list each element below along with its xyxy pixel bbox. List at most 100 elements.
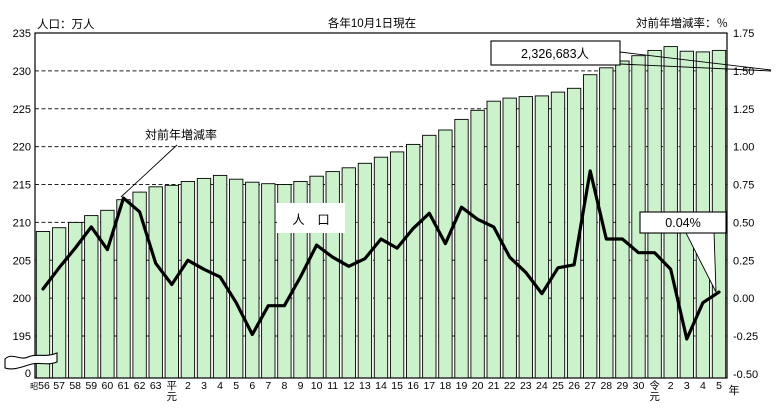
x-tick-label: 15: [391, 380, 403, 392]
x-tick-label: 13: [359, 380, 371, 392]
population-bar: [470, 109, 485, 379]
x-tick-label: 5: [233, 380, 239, 392]
x-tick-label: 21: [488, 380, 500, 392]
left-tick-label: 215: [13, 180, 31, 192]
zero-tick-label: 0: [25, 368, 31, 380]
x-tick-label: 24: [536, 380, 548, 392]
left-tick-label: 225: [13, 104, 31, 116]
population-bar: [550, 91, 566, 379]
population-callout-box: [490, 40, 621, 66]
left-tick-label: 195: [13, 331, 31, 343]
right-tick-label: 0.75: [733, 180, 754, 192]
left-tick-label: 220: [13, 142, 31, 154]
x-tick-label: 27: [584, 380, 596, 392]
right-tick-label: 0.25: [733, 255, 754, 267]
x-axis-labels: 昭56 57 58 59 60 61 62 63 平元2 3 4 5 6 7 8 9 10 11 12 13 14 15 1…: [30, 379, 722, 403]
x-tick-label: 57: [53, 380, 65, 392]
x-tick-label: 8: [281, 380, 287, 392]
x-tick-label: 20: [472, 380, 484, 392]
plot-frame: [34, 32, 728, 379]
x-tick-label: 6: [249, 380, 255, 392]
right-tick-label: -0.50: [733, 369, 758, 381]
rate-line: [41, 169, 721, 341]
rate-label-leader-line: [120, 144, 178, 198]
right-tick-label: -0.25: [733, 331, 758, 343]
x-tick-label: 令: [649, 379, 660, 392]
x-tick-label: 7: [265, 380, 271, 392]
x-tick-label: 30: [633, 380, 645, 392]
x-tick-label: 9: [298, 380, 304, 392]
x-tick-label: 平: [167, 380, 178, 392]
right-axis-labels: 1.75 1.50 1.25 1.00 0.75 0.50 0.25 0.00 -0.25 -0.…: [733, 28, 758, 381]
x-tick-label: 59: [85, 380, 97, 392]
x-tick-label: 62: [134, 380, 146, 392]
left-tick-label: 205: [13, 255, 31, 267]
x-tick-label: 14: [375, 380, 387, 392]
population-bar: [438, 129, 453, 379]
x-tick-label: 18: [440, 380, 452, 392]
x-tick-label: 2: [668, 380, 674, 392]
population-bar: [196, 177, 212, 379]
axis-break-icon: [4, 352, 58, 370]
x-tick-label: 61: [118, 380, 130, 392]
x-tick-label: 11: [327, 380, 338, 392]
population-callout-value: 2,326,683人: [521, 47, 590, 61]
population-bar: [534, 95, 550, 379]
x-tick-label: 元: [649, 391, 660, 403]
population-bar: [615, 60, 630, 379]
population-bar: [357, 162, 373, 379]
population-label: 人 口: [292, 213, 330, 227]
right-axis-title: 対前年増減率：％: [636, 16, 728, 30]
rate-callout-box: [639, 211, 727, 234]
x-tick-label: 10: [311, 380, 323, 392]
x-tick-label: 昭56: [30, 380, 50, 392]
rate-line-annotation: 対前年増減率: [145, 127, 217, 142]
x-tick-label: 26: [568, 380, 580, 392]
x-tick-label: 22: [504, 380, 516, 392]
left-tick-label: 210: [13, 217, 31, 229]
chart-subtitle: 各年10月1日現在: [328, 16, 416, 30]
right-tick-label: 1.50: [733, 66, 754, 78]
x-tick-label: 60: [102, 380, 114, 392]
right-tick-label: 0.50: [733, 217, 754, 229]
right-tick-label: 0.00: [733, 293, 754, 305]
x-tick-label: 28: [600, 380, 612, 392]
population-bar: [245, 181, 260, 379]
population-bar: [229, 178, 244, 379]
left-tick-label: 230: [13, 66, 31, 78]
x-tick-label: 58: [69, 380, 81, 392]
population-bar: [261, 183, 276, 379]
population-label-box: [277, 203, 345, 233]
x-tick-label: 19: [456, 380, 468, 392]
x-tick-label: 16: [407, 380, 419, 392]
population-bar: [422, 134, 437, 379]
population-bar: [502, 97, 517, 379]
right-tick-label: 1.25: [733, 104, 754, 116]
x-tick-label: 17: [423, 380, 435, 392]
population-bar: [180, 181, 196, 379]
population-callout-pointer-2: [619, 63, 772, 72]
x-tick-label: 23: [520, 380, 532, 392]
population-bar: [406, 143, 421, 379]
population-bar: [454, 118, 469, 379]
population-bar: [389, 151, 405, 379]
rate-line-path: [41, 169, 721, 341]
x-tick-label: 3: [201, 380, 207, 392]
left-axis-title: 人口：万人: [37, 18, 95, 31]
left-axis-labels: 235 230 225 220 215 210 205 200 195: [13, 28, 31, 343]
x-tick-label: 元: [167, 391, 178, 403]
x-tick-label: 2: [185, 380, 191, 392]
population-bar: [486, 100, 501, 379]
population-bar: [518, 96, 533, 379]
population-bar: [325, 171, 340, 379]
population-bar: [148, 186, 163, 379]
population-bars: [35, 46, 727, 379]
left-tick-label: 235: [13, 28, 31, 40]
x-tick-label: 3: [684, 380, 690, 392]
x-tick-label: 4: [217, 380, 223, 392]
population-bar: [84, 215, 99, 379]
population-bar: [341, 167, 356, 379]
x-tick-label: 4: [700, 380, 706, 392]
